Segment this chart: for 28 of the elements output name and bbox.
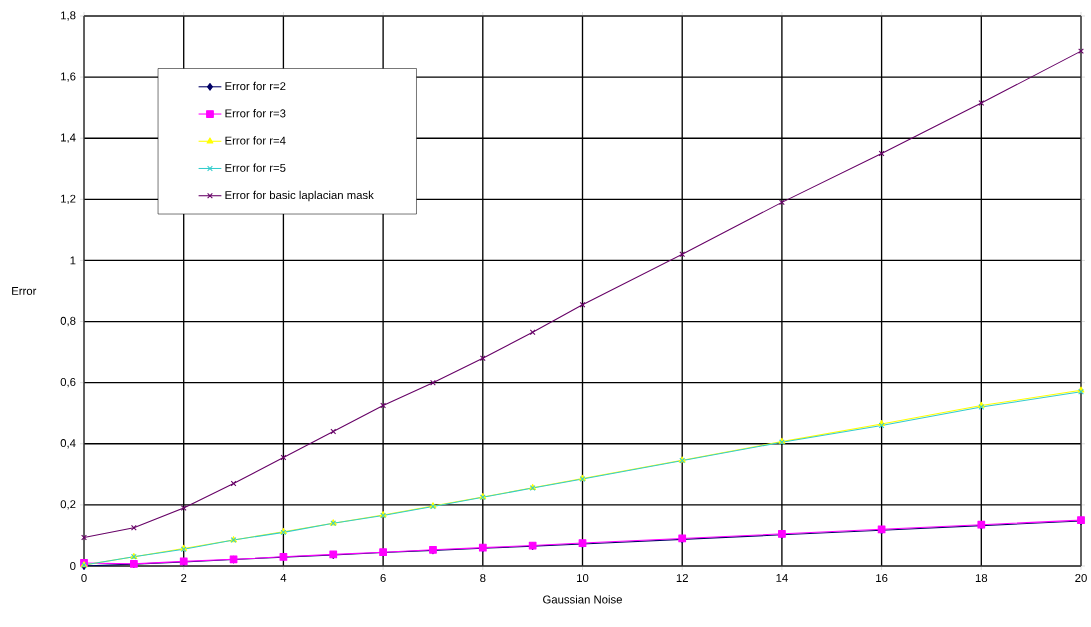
y-tick-label: 1,6: [61, 72, 76, 82]
legend-label: Error for r=4: [225, 136, 286, 145]
legend-label: Error for r=2: [225, 81, 286, 91]
x-tick-label: 16: [876, 574, 888, 583]
y-axis-title: Error: [12, 287, 37, 295]
x-tick-label: 8: [480, 574, 486, 583]
y-tick-label: 0,4: [60, 439, 76, 449]
x-tick-label: 2: [181, 574, 187, 582]
x-tick-label: 0: [81, 574, 87, 583]
y-tick-label: 1,4: [61, 133, 76, 143]
x-axis-title: Gaussian Noise: [543, 595, 622, 604]
y-tick-label: 0,2: [60, 500, 76, 510]
x-tick-label: 4: [280, 574, 287, 582]
x-tick-label: 6: [380, 574, 386, 583]
y-tick-label: 0,6: [60, 377, 76, 388]
x-tick-label: 14: [776, 574, 788, 582]
y-tick-label: 1,8: [61, 11, 76, 21]
x-tick-label: 20: [1075, 574, 1087, 583]
x-tick-label: 18: [975, 574, 988, 583]
x-tick-label: 12: [676, 574, 688, 582]
y-tick-label: 1,2: [61, 194, 76, 204]
y-tick-label: 0,8: [60, 316, 76, 327]
legend-label: Error for r=5: [225, 163, 286, 172]
legend-label: Error for r=3: [225, 109, 286, 118]
y-tick-label: 1: [70, 256, 76, 265]
legend-label: Error for basic laplacian mask: [225, 190, 374, 202]
x-tick-label: 10: [577, 574, 589, 583]
y-tick-label: 0: [70, 561, 76, 570]
